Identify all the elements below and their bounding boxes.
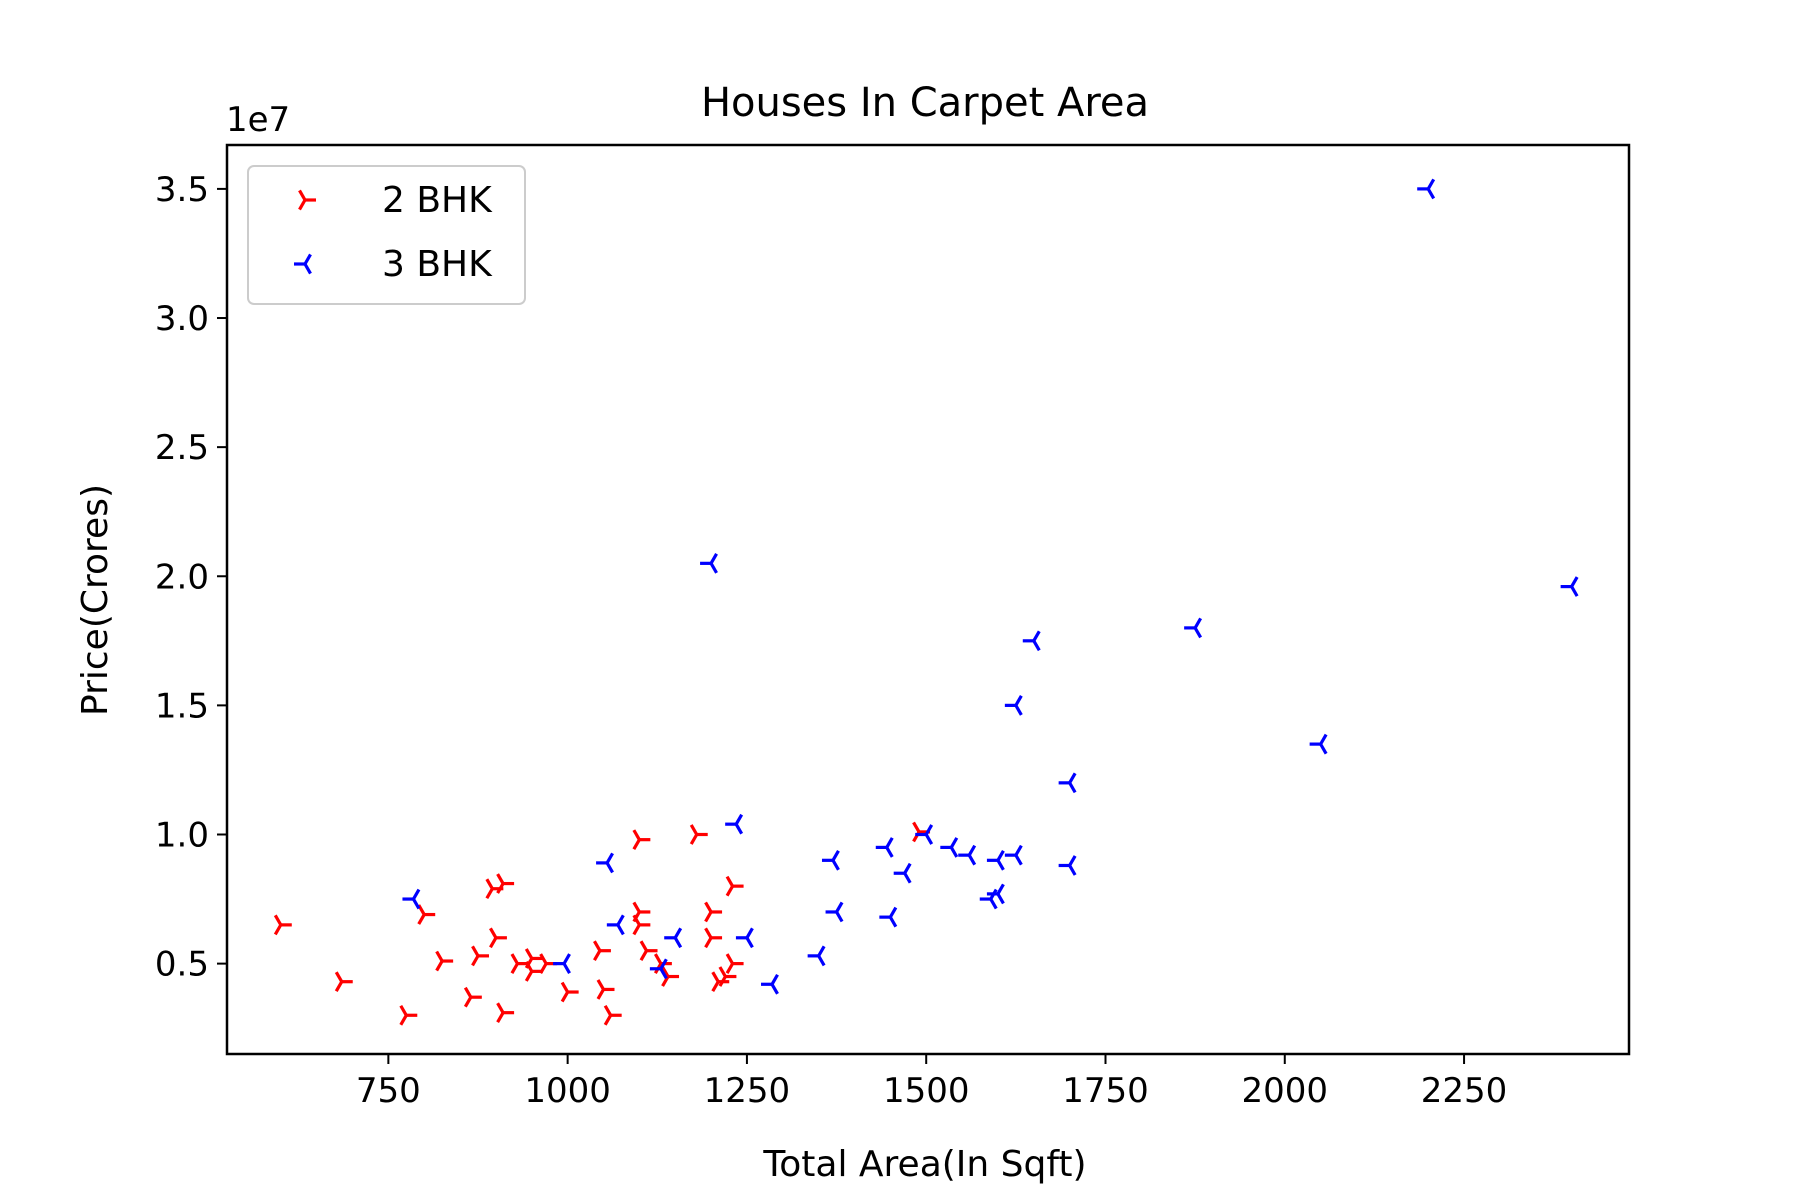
data-point	[496, 1002, 515, 1024]
data-point	[1022, 630, 1041, 652]
x-axis-label: Total Area(In Sqft)	[762, 1144, 1086, 1185]
data-point	[704, 901, 723, 923]
data-point	[1004, 844, 1023, 866]
data-point	[664, 927, 683, 949]
data-point	[700, 553, 718, 574]
legend-marker-2bhk	[298, 189, 316, 211]
y-tick-label: 3.0	[155, 299, 209, 339]
data-point	[761, 973, 779, 995]
y-axis-ticks: 0.5 1.0 1.5 2.0 2.5 3.0 3.5	[155, 170, 227, 985]
data-point	[593, 940, 611, 962]
data-point	[725, 813, 744, 835]
data-point	[489, 927, 507, 949]
series-3bhk	[402, 178, 1579, 995]
data-point	[1004, 695, 1023, 716]
data-points	[273, 178, 1579, 1026]
data-point	[596, 979, 615, 1000]
data-point	[704, 927, 723, 949]
y-axis-label: Price(Crores)	[75, 484, 116, 716]
data-point	[596, 852, 614, 874]
data-point	[725, 875, 744, 897]
data-point	[940, 837, 959, 858]
data-point	[435, 950, 454, 972]
chart-title: Houses In Carpet Area	[701, 80, 1149, 126]
data-point	[986, 849, 1005, 871]
y-tick-label: 2.0	[155, 557, 209, 597]
data-point	[334, 971, 353, 993]
data-point	[689, 824, 708, 845]
data-point	[825, 901, 844, 923]
data-point	[821, 849, 840, 871]
x-tick-label: 750	[356, 1071, 421, 1111]
data-point	[807, 945, 826, 967]
data-point	[632, 829, 651, 850]
data-point	[649, 958, 668, 980]
data-point	[893, 862, 912, 884]
data-point	[471, 945, 489, 967]
data-point	[879, 906, 898, 928]
x-tick-label: 1000	[524, 1071, 611, 1111]
data-point	[661, 966, 680, 987]
x-tick-label: 2000	[1242, 1071, 1329, 1111]
data-point	[958, 844, 977, 866]
data-point	[496, 873, 515, 894]
data-point	[632, 914, 651, 936]
x-tick-label: 1250	[704, 1071, 791, 1111]
data-point	[1560, 576, 1579, 597]
data-point	[402, 888, 421, 910]
legend-label: 2 BHK	[382, 180, 493, 221]
data-point	[553, 953, 571, 974]
plot-frame	[225, 143, 1631, 1056]
data-point	[725, 953, 744, 974]
data-point	[399, 1004, 418, 1026]
legend-marker-3bhk	[294, 253, 312, 275]
data-point	[606, 914, 625, 936]
data-point	[718, 966, 737, 987]
data-point	[639, 940, 658, 962]
y-tick-label: 3.5	[155, 170, 209, 210]
y-tick-label: 2.5	[155, 428, 209, 468]
data-point	[603, 1004, 622, 1026]
data-point	[1184, 617, 1203, 639]
legend: 2 BHK 3 BHK	[247, 165, 526, 305]
data-point	[1309, 733, 1328, 755]
data-point	[560, 981, 579, 1003]
data-point	[986, 883, 1005, 905]
x-axis-ticks: 750 1000 1250 1500 1750 2000 2250	[356, 1054, 1507, 1111]
legend-box	[247, 165, 526, 305]
data-point	[1417, 178, 1436, 200]
data-point	[875, 837, 894, 858]
data-point	[1058, 855, 1077, 876]
y-tick-label: 1.0	[155, 815, 209, 855]
data-point	[463, 986, 482, 1008]
x-tick-label: 1750	[1062, 1071, 1149, 1111]
legend-label: 3 BHK	[382, 244, 493, 285]
y-tick-label: 1.5	[155, 686, 209, 726]
data-point	[915, 824, 934, 845]
data-point	[735, 927, 754, 949]
series-2bhk	[273, 821, 931, 1026]
data-point	[273, 914, 292, 936]
x-tick-label: 1500	[883, 1071, 970, 1111]
data-point	[1058, 772, 1077, 794]
y-offset-label: 1e7	[226, 100, 290, 140]
y-tick-label: 0.5	[155, 945, 209, 985]
x-tick-label: 2250	[1421, 1071, 1508, 1111]
